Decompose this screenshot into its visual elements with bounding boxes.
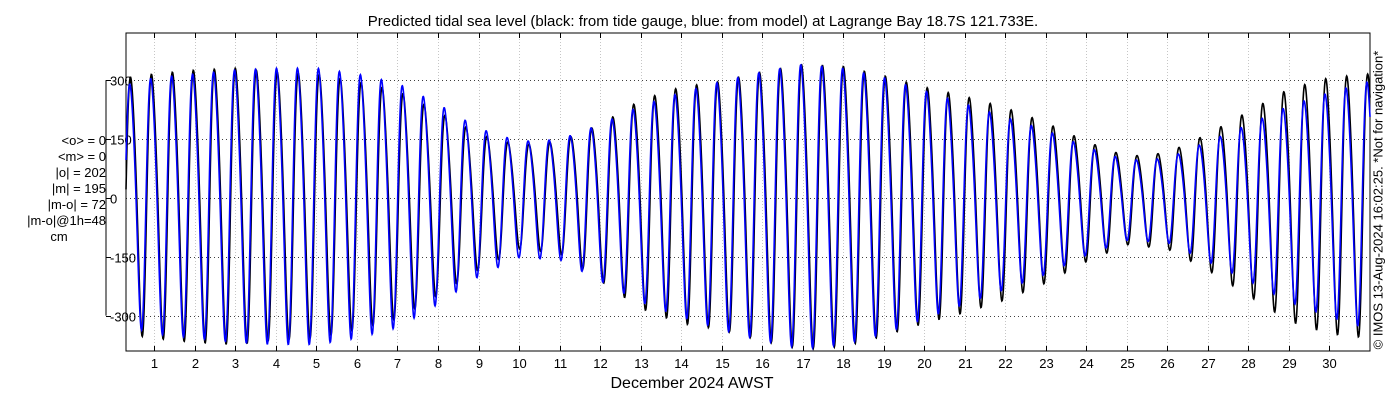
x-tick-label: 20 [917, 356, 931, 371]
x-tick-label: 2 [192, 356, 199, 371]
x-tick-label: 14 [674, 356, 688, 371]
stat-mean-o: <o> = 0 [61, 133, 106, 148]
y-tick-label: -150 [110, 251, 136, 266]
x-tick-label: 6 [354, 356, 361, 371]
series-line-model [125, 63, 1371, 351]
stat-abs-diff: |m-o| = 72 [47, 197, 106, 212]
x-tick-label: 1 [151, 356, 158, 371]
x-tick-label: 25 [1120, 356, 1134, 371]
x-tick-label: 8 [435, 356, 442, 371]
x-axis: 1 2 3 4 5 6 7 8 9 10 11 12 13 14 15 16 17 18 19 20 21 22 23 24 2… [151, 33, 1337, 371]
x-tick-label: 9 [476, 356, 483, 371]
x-tick-label: 7 [394, 356, 401, 371]
stat-mean-m: <m> = 0 [57, 149, 106, 164]
x-tick-label: 22 [998, 356, 1012, 371]
x-axis-label: December 2024 AWST [610, 375, 773, 392]
x-tick-label: 30 [1322, 356, 1336, 371]
stat-abs-diff-1h: |m-o|@1h=48 [27, 213, 106, 228]
chart-title: Predicted tidal sea level (black: from t… [368, 13, 1038, 30]
x-tick-label: 27 [1201, 356, 1215, 371]
y-tick-label: 150 [110, 133, 132, 148]
x-tick-label: 5 [313, 356, 320, 371]
stat-unit: cm [50, 229, 68, 244]
x-tick-label: 15 [715, 356, 729, 371]
x-tick-label: 24 [1079, 356, 1093, 371]
x-tick-label: 28 [1241, 356, 1255, 371]
x-tick-label: 29 [1282, 356, 1296, 371]
x-tick-label: 18 [836, 356, 850, 371]
series-lines [125, 63, 1371, 351]
x-tick-label: 13 [634, 356, 648, 371]
y-tick-label: -300 [110, 310, 136, 325]
x-tick-label: 4 [273, 356, 280, 371]
y-tick-label: 0 [110, 192, 117, 207]
x-tick-label: 19 [877, 356, 891, 371]
x-tick-label: 23 [1039, 356, 1053, 371]
stat-abs-o: |o| = 202 [55, 165, 107, 180]
x-tick-label: 17 [796, 356, 810, 371]
statistics-panel: <o> = 0 <m> = 0 |o| = 202 |m| = 195 |m-o… [0, 133, 106, 245]
x-tick-label: 3 [232, 356, 239, 371]
x-tick-label: 11 [554, 356, 568, 371]
copyright-notice: © IMOS 13-Aug-2024 16:02:25. *Not for na… [1370, 50, 1386, 350]
x-tick-label: 16 [755, 356, 769, 371]
x-tick-label: 10 [512, 356, 526, 371]
x-tick-label: 21 [958, 356, 972, 371]
stat-abs-m: |m| = 195 [51, 181, 106, 196]
y-tick-label: 300 [110, 74, 132, 89]
x-tick-label: 26 [1160, 356, 1174, 371]
x-tick-label: 12 [593, 356, 607, 371]
